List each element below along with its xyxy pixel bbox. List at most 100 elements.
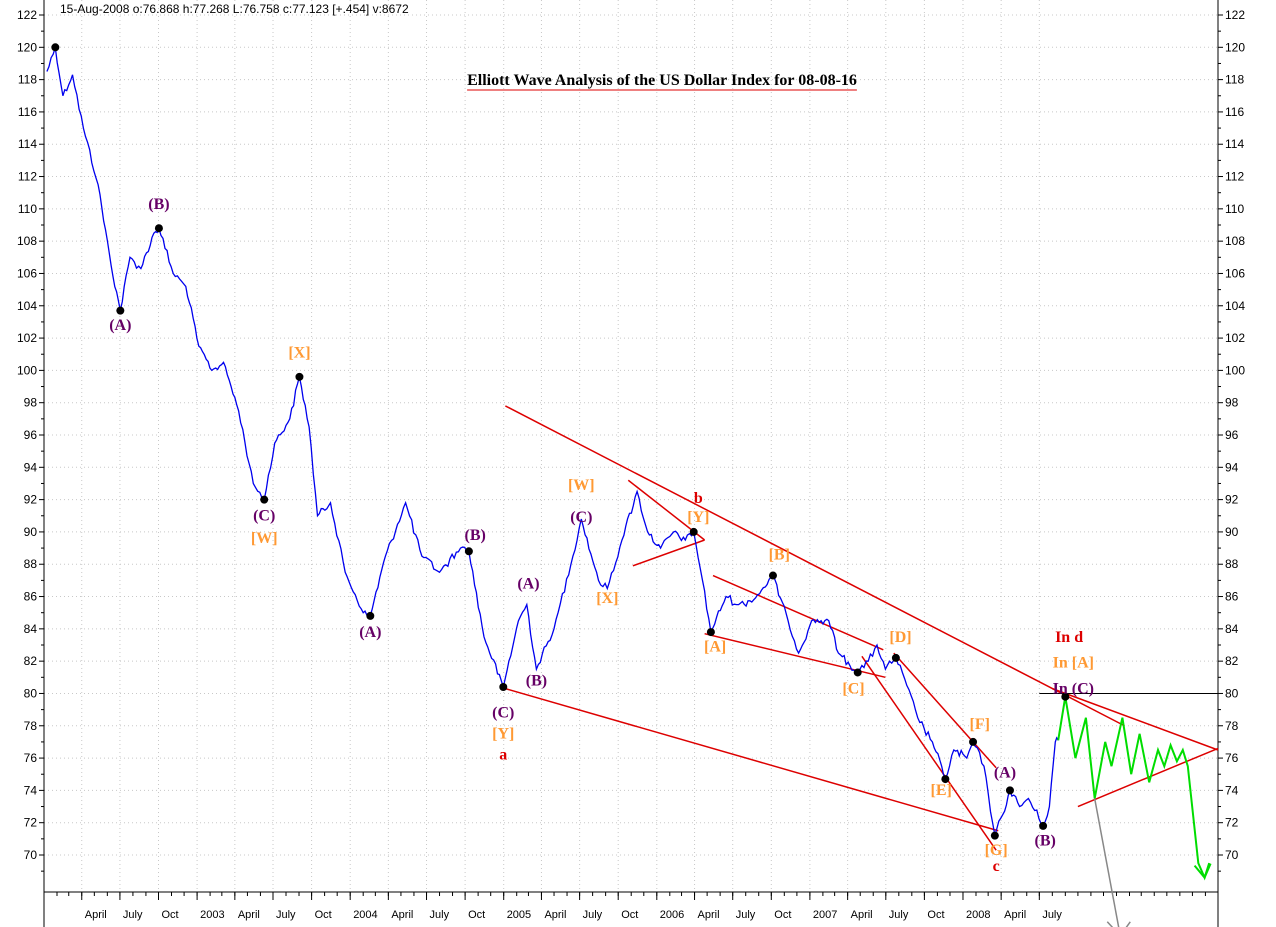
y-tick-label-right: 74	[1225, 783, 1239, 797]
y-tick-label-left: 116	[18, 105, 37, 119]
wave-label: In d	[1055, 629, 1083, 646]
y-tick-label-left: 100	[17, 363, 37, 377]
wave-label: (B)	[1035, 832, 1056, 849]
trendline	[1052, 687, 1219, 751]
pivot-dot	[499, 683, 508, 691]
wave-label: c	[993, 858, 1000, 875]
y-tick-label-right: 78	[1225, 719, 1239, 733]
wave-label: [G]	[985, 842, 1008, 859]
x-tick-label: July	[736, 909, 756, 921]
pivot-dot	[768, 571, 777, 580]
y-tick-label-right: 90	[1225, 525, 1239, 539]
x-tick-label: Oct	[315, 909, 332, 921]
y-tick-label-left: 74	[24, 783, 38, 797]
pivot-dot	[941, 775, 950, 784]
projection-line	[1057, 696, 1211, 881]
y-tick-label-right: 70	[1225, 848, 1239, 862]
wave-label: (A)	[359, 624, 381, 641]
pivot-dot	[689, 527, 698, 536]
x-tick-label: 2005	[507, 909, 531, 921]
y-tick-label-left: 102	[17, 331, 37, 345]
y-tick-label-right: 122	[1225, 8, 1245, 22]
pivot-dot	[464, 547, 473, 556]
x-tick-label: 2004	[353, 909, 377, 921]
x-tick-label: Oct	[162, 909, 179, 921]
x-tick-label: April	[544, 909, 566, 921]
wave-label: (A)	[994, 764, 1016, 781]
wave-label: [X]	[288, 344, 310, 361]
y-tick-label-left: 78	[24, 719, 38, 733]
y-tick-label-left: 76	[24, 751, 38, 765]
y-tick-label-right: 72	[1225, 816, 1239, 830]
pivot-dot	[1005, 786, 1014, 795]
pivot-dot	[1061, 692, 1070, 701]
y-tick-label-left: 106	[17, 266, 37, 280]
pivot-dot	[1039, 821, 1048, 830]
pivot-dot	[295, 372, 304, 381]
x-axis: April July Oct 2003 April July Oct 2004 April Jul…	[43, 892, 1206, 921]
wave-label: [A]	[704, 638, 726, 655]
wave-label: (C)	[253, 508, 275, 525]
x-tick-label: April	[1004, 909, 1026, 921]
wave-label: [Y]	[687, 509, 709, 526]
pivot-dot	[260, 495, 269, 504]
y-tick-label-right: 110	[1225, 202, 1244, 216]
x-tick-label: 2003	[200, 909, 224, 921]
y-tick-label-left: 122	[17, 8, 37, 22]
wave-label: [B]	[769, 546, 790, 563]
y-tick-label-right: 86	[1225, 590, 1239, 604]
x-tick-label: April	[238, 909, 260, 921]
x-tick-label: July	[583, 909, 603, 921]
y-tick-label-right: 104	[1225, 299, 1245, 313]
wave-label: a	[499, 747, 507, 764]
wave-label: (B)	[465, 527, 486, 544]
pivot-dot	[891, 653, 900, 662]
alt-projection-arrowhead	[1106, 921, 1131, 927]
wave-label: [F]	[970, 716, 990, 733]
y-tick-label-left: 70	[24, 848, 38, 862]
wave-label: (B)	[148, 196, 169, 213]
wave-label: (C)	[492, 705, 514, 722]
y-tick-label-right: 76	[1225, 751, 1239, 765]
y-tick-label-right: 120	[1225, 40, 1245, 54]
y-tick-label-right: 108	[1225, 234, 1245, 248]
wave-label: (A)	[109, 317, 131, 334]
y-tick-label-right: 118	[1225, 73, 1244, 87]
alt-projection-line	[1093, 798, 1120, 927]
y-tick-label-left: 120	[17, 40, 37, 54]
y-tick-label-right: 106	[1225, 266, 1245, 280]
x-tick-label: July	[889, 909, 909, 921]
pivot-dot	[154, 224, 163, 233]
y-tick-label-left: 96	[24, 428, 38, 442]
y-tick-label-left: 84	[24, 622, 38, 636]
y-tick-label-left: 108	[17, 234, 37, 248]
y-tick-label-right: 116	[1225, 105, 1244, 119]
y-tick-label-left: 90	[24, 525, 38, 539]
header-ohlc: 15-Aug-2008 o:76.868 h:77.268 L:76.758 c…	[60, 2, 409, 16]
y-tick-label-left: 94	[24, 460, 38, 474]
y-tick-label-right: 82	[1225, 654, 1239, 668]
wave-label: [W]	[251, 530, 278, 547]
x-tick-label: Oct	[468, 909, 485, 921]
projection-arrowhead	[1193, 863, 1212, 880]
x-tick-label: 2006	[660, 909, 684, 921]
x-tick-label: July	[430, 909, 450, 921]
y-tick-label-left: 86	[24, 590, 38, 604]
x-tick-label: 2007	[813, 909, 837, 921]
y-tick-label-left: 104	[17, 299, 37, 313]
y-tick-label-right: 80	[1225, 686, 1239, 700]
trendline	[893, 652, 997, 769]
y-tick-label-left: 88	[24, 557, 38, 571]
y-tick-label-left: 82	[24, 654, 38, 668]
gridlines	[44, 0, 1218, 892]
y-tick-label-right: 96	[1225, 428, 1239, 442]
x-tick-label: April	[698, 909, 720, 921]
wave-label: [Y]	[492, 726, 514, 743]
y-tick-label-left: 92	[24, 493, 38, 507]
pivot-dot	[116, 306, 125, 315]
pivot-dot	[366, 611, 375, 620]
y-tick-label-right: 94	[1225, 460, 1239, 474]
wave-label: [C]	[842, 680, 864, 697]
wave-label: (A)	[517, 575, 539, 592]
y-tick-label-right: 112	[1225, 170, 1244, 184]
